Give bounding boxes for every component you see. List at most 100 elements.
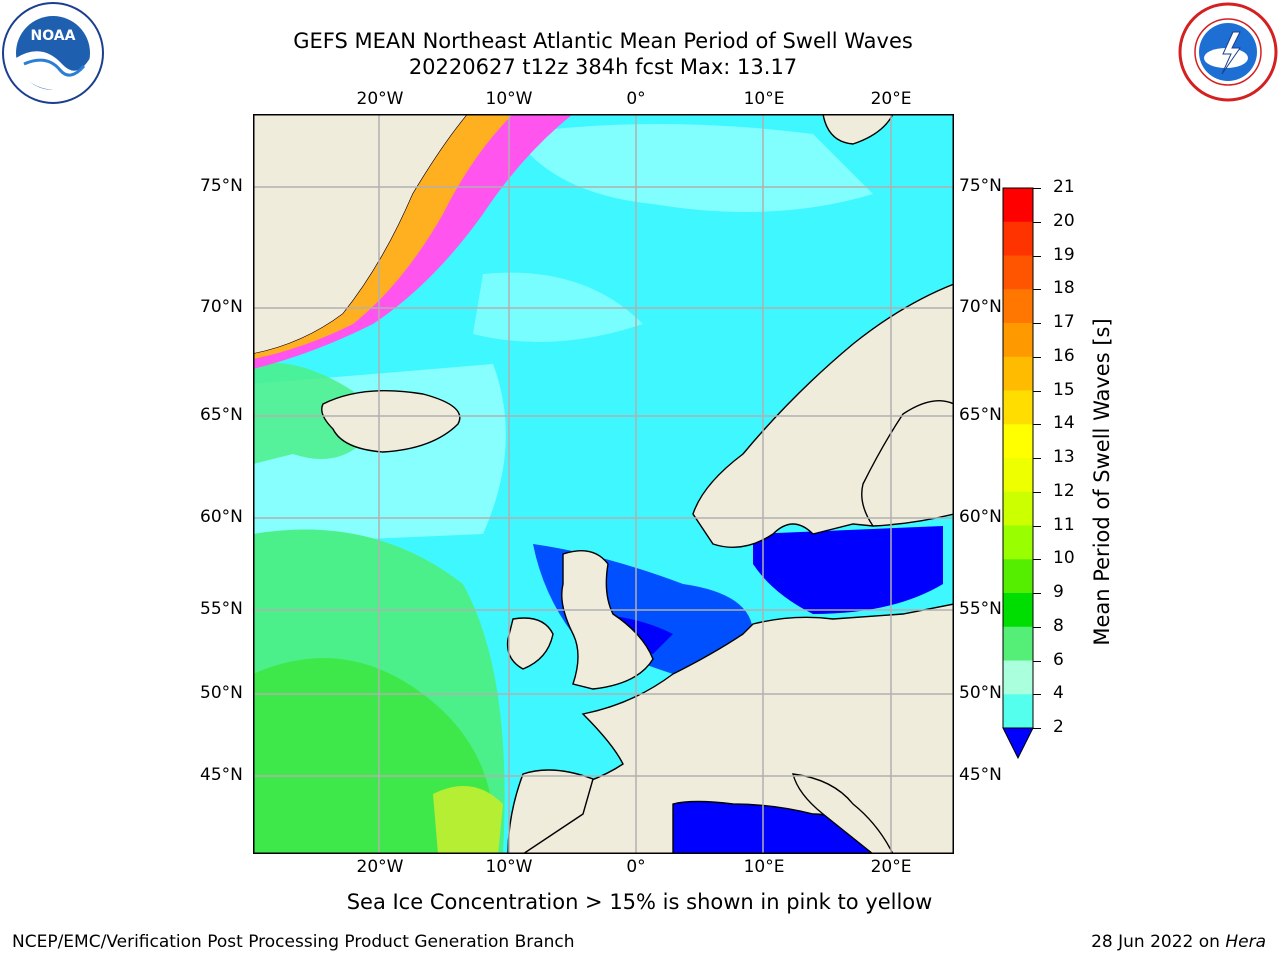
- colorbar-tick-mark: [1033, 221, 1041, 223]
- colorbar-tick-label: 19: [1053, 244, 1075, 265]
- colorbar-swatch: [1003, 323, 1033, 358]
- land-svalbard: [822, 113, 895, 145]
- colorbar-tick-mark: [1033, 660, 1041, 662]
- lat-label-right-50n: 50°N: [959, 683, 1002, 703]
- colorbar-tick-label: 18: [1053, 278, 1075, 299]
- lat-label-right-45n: 45°N: [959, 765, 1002, 785]
- period-zone-12-13s: [433, 786, 503, 854]
- lon-label-top-0: 0°: [626, 89, 646, 109]
- colorbar-tick-mark: [1033, 255, 1041, 257]
- colorbar-swatch: [1003, 525, 1033, 560]
- colorbar-swatch: [1003, 356, 1033, 391]
- colorbar-swatch: [1003, 694, 1033, 729]
- lon-label-top-10w: 10°W: [485, 89, 533, 109]
- colorbar-tick-label: 14: [1053, 413, 1075, 434]
- colorbar-tick-mark: [1033, 626, 1041, 628]
- colorbar-swatch: [1003, 188, 1033, 223]
- lat-label-left-75n: 75°N: [200, 176, 243, 196]
- lat-label-left-65n: 65°N: [200, 405, 243, 425]
- colorbar-tick-label: 8: [1053, 615, 1064, 636]
- lat-label-left-70n: 70°N: [200, 297, 243, 317]
- land-finland: [861, 400, 955, 527]
- noaa-logo: NOAA: [2, 2, 104, 104]
- lon-label-top-10e: 10°E: [743, 89, 785, 109]
- sea-ice-note: Sea Ice Concentration > 15% is shown in …: [346, 890, 933, 914]
- lat-label-left-45n: 45°N: [200, 765, 243, 785]
- colorbar: [1000, 186, 1040, 786]
- lon-label-bottom-20w: 20°W: [356, 857, 404, 877]
- footer-host: Hera: [1225, 932, 1266, 952]
- graticule: [253, 114, 954, 854]
- lat-label-right-55n: 55°N: [959, 599, 1002, 619]
- lat-label-right-60n: 60°N: [959, 507, 1002, 527]
- colorbar-tick-label: 2: [1053, 717, 1064, 737]
- colorbar-tick-mark: [1033, 728, 1041, 729]
- swell-period-map: [252, 113, 955, 855]
- colorbar-tick-mark: [1033, 458, 1041, 459]
- lat-label-right-65n: 65°N: [959, 405, 1002, 425]
- lat-label-left-50n: 50°N: [200, 683, 243, 703]
- colorbar-tick-mark: [1033, 390, 1041, 392]
- colorbar-swatch: [1003, 593, 1033, 628]
- footer-branch: NCEP/EMC/Verification Post Processing Pr…: [12, 932, 575, 952]
- colorbar-swatch: [1003, 289, 1033, 324]
- colorbar-tick-mark: [1033, 491, 1041, 493]
- colorbar-swatches: [1002, 187, 1034, 760]
- colorbar-tick-mark: [1033, 323, 1041, 324]
- colorbar-tick-mark: [1033, 593, 1041, 594]
- colorbar-tick-label: 16: [1053, 345, 1075, 366]
- land-iceland: [321, 389, 461, 453]
- map-frame: [253, 114, 954, 854]
- period-zone-baltic: [753, 526, 943, 614]
- colorbar-label-wrap: Mean Period of Swell Waves [s]: [1082, 318, 1122, 645]
- nws-logo: [1178, 2, 1278, 102]
- colorbar-tick-label: 11: [1053, 514, 1075, 535]
- lat-label-right-75n: 75°N: [959, 176, 1002, 196]
- colorbar-tick-mark: [1033, 525, 1041, 527]
- lat-label-left-60n: 60°N: [200, 507, 243, 527]
- colorbar-tick-label: 13: [1053, 447, 1075, 467]
- colorbar-tick-label: 9: [1053, 582, 1064, 602]
- colorbar-label: Mean Period of Swell Waves [s]: [1090, 318, 1114, 646]
- colorbar-tick-label: 21: [1053, 177, 1075, 197]
- lat-label-right-70n: 70°N: [959, 297, 1002, 317]
- footer-date-text: 28 Jun 2022 on: [1091, 932, 1226, 952]
- colorbar-tick-mark: [1033, 694, 1041, 696]
- colorbar-swatch: [1003, 458, 1033, 493]
- lon-label-top-20e: 20°E: [870, 89, 912, 109]
- colorbar-swatch: [1003, 255, 1033, 290]
- colorbar-tick-mark: [1033, 289, 1041, 291]
- colorbar-tick-label: 17: [1053, 312, 1075, 332]
- colorbar-swatch: [1003, 424, 1033, 459]
- svg-text:NOAA: NOAA: [31, 28, 76, 44]
- lon-label-top-20w: 20°W: [356, 89, 404, 109]
- lon-label-bottom-20e: 20°E: [870, 857, 912, 877]
- period-zone-8-9s: [513, 124, 873, 212]
- colorbar-swatch: [1003, 626, 1033, 661]
- land-iberia: [507, 769, 594, 855]
- colorbar-swatch: [1003, 390, 1033, 425]
- colorbar-tick-mark: [1033, 424, 1041, 426]
- lon-label-bottom-0: 0°: [626, 857, 646, 877]
- colorbar-swatch: [1003, 491, 1033, 526]
- footer-date: 28 Jun 2022 on Hera: [1091, 932, 1266, 952]
- map-subtitle-forecast: 20220627 t12z 384h fcst Max: 13.17: [408, 55, 798, 79]
- colorbar-tick-label: 10: [1053, 548, 1075, 569]
- colorbar-swatch: [1003, 221, 1033, 256]
- period-zone-10-11s: [253, 658, 495, 854]
- lon-label-bottom-10e: 10°E: [743, 857, 785, 877]
- colorbar-extend-triangle: [1002, 727, 1034, 760]
- colorbar-swatch: [1003, 559, 1033, 594]
- colorbar-tick-label: 15: [1053, 379, 1075, 400]
- map-title: GEFS MEAN Northeast Atlantic Mean Period…: [293, 29, 913, 53]
- colorbar-swatch: [1003, 660, 1033, 695]
- colorbar-tick-mark: [1033, 356, 1041, 358]
- land-great-britain: [561, 550, 654, 690]
- map-panel: [252, 113, 955, 855]
- colorbar-tick-mark: [1033, 188, 1041, 189]
- sea-ice-yellow: [253, 114, 513, 359]
- lat-label-left-55n: 55°N: [200, 599, 243, 619]
- lon-label-bottom-10w: 10°W: [485, 857, 533, 877]
- colorbar-tick-label: 6: [1053, 649, 1064, 670]
- colorbar-tick-label: 4: [1053, 683, 1064, 704]
